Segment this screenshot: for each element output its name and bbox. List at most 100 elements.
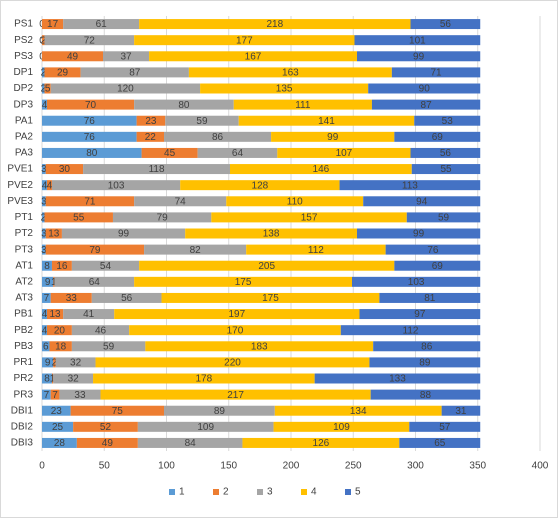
y-tick-label: DBI3 bbox=[11, 438, 34, 449]
x-tick-label: 400 bbox=[532, 461, 549, 472]
data-label: 89 bbox=[419, 358, 431, 369]
data-label: 13 bbox=[50, 309, 62, 320]
data-label: 220 bbox=[224, 358, 241, 369]
bar-segment bbox=[42, 260, 52, 271]
data-label: 32 bbox=[70, 358, 82, 369]
data-label: 59 bbox=[438, 213, 450, 224]
bar-segment bbox=[188, 67, 392, 78]
x-tick-label: 50 bbox=[99, 461, 111, 472]
bar-segment bbox=[180, 180, 340, 191]
bar-segment bbox=[95, 357, 370, 368]
data-label: 1 bbox=[50, 374, 56, 385]
bar-segment bbox=[53, 276, 55, 287]
legend-swatch bbox=[169, 489, 175, 495]
bar-segment bbox=[136, 115, 166, 126]
bar-segment bbox=[42, 437, 77, 448]
bar-segment bbox=[359, 309, 481, 320]
bar-segment bbox=[356, 51, 481, 62]
data-label: 23 bbox=[51, 406, 63, 417]
data-label: 53 bbox=[442, 116, 454, 127]
data-label: 71 bbox=[84, 196, 96, 207]
data-label: 7 bbox=[44, 293, 50, 304]
bar-segment bbox=[339, 180, 481, 191]
bar-segment bbox=[51, 180, 181, 191]
bar-segment bbox=[42, 115, 137, 126]
y-tick-label: DBI1 bbox=[11, 405, 34, 416]
data-label: 113 bbox=[402, 180, 418, 191]
bar-segment bbox=[44, 35, 135, 46]
bar-segment bbox=[385, 244, 481, 255]
data-label: 80 bbox=[86, 148, 98, 159]
data-label: 18 bbox=[55, 341, 67, 352]
data-label: 45 bbox=[164, 148, 176, 159]
bar-segment bbox=[271, 131, 395, 142]
bar-segment bbox=[410, 147, 481, 158]
data-label: 86 bbox=[212, 132, 224, 143]
data-label: 3 bbox=[41, 229, 47, 240]
bar-segment bbox=[379, 292, 481, 303]
y-tick-label: AT1 bbox=[15, 260, 33, 271]
x-tick-label: 150 bbox=[220, 461, 237, 472]
y-tick-label: PS2 bbox=[14, 35, 33, 46]
data-label: 49 bbox=[67, 51, 79, 62]
bar-segment bbox=[391, 67, 481, 78]
data-label: 84 bbox=[185, 438, 197, 449]
bar-segment bbox=[42, 309, 47, 320]
bar-segment bbox=[134, 99, 234, 110]
data-label: 183 bbox=[251, 341, 268, 352]
bar-segment bbox=[83, 164, 230, 175]
data-label: 52 bbox=[100, 422, 112, 433]
data-label: 71 bbox=[430, 68, 442, 79]
data-label: 56 bbox=[440, 19, 452, 30]
data-label: 7 bbox=[52, 390, 58, 401]
bar-segment bbox=[233, 99, 372, 110]
data-label: 107 bbox=[336, 148, 353, 159]
bar-segment bbox=[93, 373, 315, 384]
y-tick-label: DP3 bbox=[14, 99, 34, 110]
data-label: 79 bbox=[157, 213, 169, 224]
data-label: 5 bbox=[45, 84, 51, 95]
bar-segment bbox=[45, 228, 62, 239]
bar-segment bbox=[44, 212, 113, 223]
bar-segment bbox=[53, 357, 56, 368]
bar-segment bbox=[414, 115, 481, 126]
x-tick-label: 350 bbox=[469, 461, 486, 472]
y-tick-label: AT3 bbox=[15, 293, 33, 304]
bar-segment bbox=[71, 260, 140, 271]
data-label: 33 bbox=[66, 293, 78, 304]
y-tick-label: PB1 bbox=[14, 309, 33, 320]
data-label: 3 bbox=[41, 164, 47, 175]
bar-segment bbox=[42, 83, 45, 94]
data-label: 177 bbox=[236, 35, 253, 46]
data-label: 57 bbox=[439, 422, 451, 433]
bar-segment bbox=[141, 147, 198, 158]
data-label: 103 bbox=[408, 277, 425, 288]
data-label: 4 bbox=[42, 100, 48, 111]
bar-segment bbox=[164, 405, 275, 416]
legend-swatch bbox=[257, 489, 263, 495]
bar-segment bbox=[73, 421, 138, 432]
data-label: 30 bbox=[59, 164, 71, 175]
legend-swatch bbox=[213, 489, 219, 495]
bar-segment bbox=[139, 260, 395, 271]
data-label: 69 bbox=[432, 132, 444, 143]
y-tick-label: PA3 bbox=[15, 148, 34, 159]
y-tick-label: PB2 bbox=[14, 325, 33, 336]
bar-segment bbox=[42, 99, 47, 110]
y-tick-label: PA1 bbox=[15, 115, 34, 126]
data-label: 75 bbox=[112, 406, 124, 417]
data-label: 170 bbox=[227, 325, 244, 336]
bar-segment bbox=[274, 405, 442, 416]
bar-segment bbox=[356, 228, 481, 239]
bar-segment bbox=[139, 19, 411, 30]
data-label: 167 bbox=[245, 51, 262, 62]
bar-segment bbox=[42, 212, 45, 223]
bar-segment bbox=[164, 131, 272, 142]
data-label: 103 bbox=[108, 180, 125, 191]
bar-segment bbox=[42, 389, 51, 400]
bar-segment bbox=[63, 309, 115, 320]
data-label: 197 bbox=[228, 309, 245, 320]
data-label: 217 bbox=[227, 390, 244, 401]
data-label: 23 bbox=[145, 116, 157, 127]
bar-segment bbox=[137, 437, 243, 448]
